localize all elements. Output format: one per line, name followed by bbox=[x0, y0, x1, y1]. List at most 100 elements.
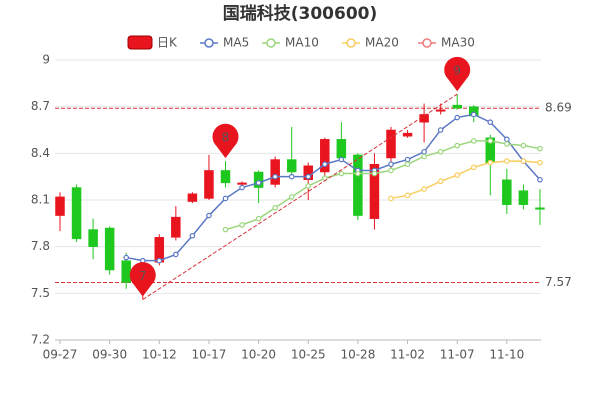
y-tick-label: 7.2 bbox=[31, 333, 50, 347]
ma-point bbox=[206, 212, 212, 219]
ma-point bbox=[388, 161, 394, 168]
candle-body bbox=[270, 159, 280, 185]
ma-point bbox=[504, 158, 510, 164]
ma-point bbox=[272, 173, 278, 180]
ma-point bbox=[421, 153, 427, 160]
candle-body bbox=[386, 129, 396, 159]
ma-point bbox=[156, 257, 163, 264]
candle-body bbox=[402, 132, 413, 137]
ma-point bbox=[470, 138, 477, 144]
candle-body bbox=[88, 229, 98, 247]
legend-label: MA5 bbox=[223, 36, 249, 50]
ma-point bbox=[537, 159, 543, 166]
reference-label: 8.69 bbox=[545, 101, 572, 115]
candle-body bbox=[55, 196, 65, 216]
ma-point bbox=[487, 138, 494, 144]
x-tick-label: 11-07 bbox=[440, 348, 475, 362]
ma-point bbox=[504, 141, 510, 147]
legend-marker bbox=[266, 38, 276, 48]
y-tick-label: 8.1 bbox=[31, 193, 50, 207]
x-tick-label: 11-10 bbox=[489, 348, 524, 362]
ma-point bbox=[470, 111, 477, 118]
ma-point bbox=[537, 145, 543, 152]
marker-pin bbox=[212, 123, 239, 159]
candle-body bbox=[187, 193, 198, 202]
ma-point bbox=[454, 114, 461, 121]
candle-body bbox=[71, 187, 82, 240]
candle-body bbox=[104, 227, 115, 271]
candle-body bbox=[171, 216, 181, 238]
ma-point bbox=[371, 170, 378, 177]
legend-swatch bbox=[127, 35, 153, 50]
candle-body bbox=[237, 182, 247, 185]
legend-label: MA20 bbox=[365, 36, 399, 50]
ma-point bbox=[123, 254, 130, 261]
ma-point bbox=[239, 222, 245, 228]
marker-label: 8 bbox=[222, 131, 230, 145]
ma-point bbox=[255, 180, 262, 186]
ma-point bbox=[504, 136, 510, 143]
candle-body bbox=[435, 109, 446, 112]
ma-line bbox=[126, 113, 541, 262]
y-tick-label: 8.7 bbox=[31, 99, 50, 113]
ma-point bbox=[272, 204, 278, 211]
legend-label: 日K bbox=[157, 36, 178, 50]
legend-label: MA10 bbox=[285, 36, 319, 50]
ma-point bbox=[487, 159, 494, 166]
y-tick-label: 7.5 bbox=[31, 286, 50, 300]
marker-label: 7 bbox=[139, 269, 147, 283]
x-tick-label: 09-27 bbox=[43, 348, 78, 362]
ma-point bbox=[437, 178, 444, 185]
candle-body bbox=[220, 170, 231, 184]
ma-point bbox=[388, 195, 394, 202]
ma-point bbox=[404, 192, 411, 199]
ma-point bbox=[388, 167, 394, 174]
ma-line bbox=[390, 160, 541, 200]
y-tick-label: 9 bbox=[42, 53, 50, 67]
candle-body bbox=[204, 170, 214, 199]
x-tick-label: 10-28 bbox=[340, 348, 375, 362]
candle-body bbox=[535, 207, 545, 210]
legend-marker bbox=[204, 38, 214, 48]
legend-label: MA30 bbox=[441, 36, 475, 50]
candle-body bbox=[502, 179, 512, 205]
ma-point bbox=[338, 170, 345, 177]
ma-point bbox=[487, 119, 494, 126]
ma-point bbox=[520, 158, 527, 164]
reference-label: 7.57 bbox=[545, 275, 572, 289]
y-tick-label: 8.4 bbox=[31, 146, 50, 160]
ma-point bbox=[288, 194, 295, 200]
candle-body bbox=[353, 154, 363, 216]
candle-body bbox=[121, 260, 131, 283]
candle-body bbox=[336, 139, 347, 159]
candle-body bbox=[320, 139, 330, 173]
ma-point bbox=[288, 173, 295, 180]
x-tick-label: 11-02 bbox=[390, 348, 425, 362]
ma-point bbox=[537, 176, 543, 183]
ma-point bbox=[255, 215, 262, 222]
ma-point bbox=[437, 148, 444, 155]
legend-marker bbox=[346, 38, 356, 48]
ma-point bbox=[404, 156, 411, 163]
x-tick-label: 10-20 bbox=[241, 348, 276, 362]
legend-marker bbox=[422, 38, 432, 48]
ma-point bbox=[222, 226, 229, 233]
ma-point bbox=[470, 164, 477, 171]
ma-point bbox=[239, 184, 245, 191]
ma-point bbox=[173, 251, 179, 258]
candle-body bbox=[253, 171, 264, 188]
ma-point bbox=[520, 142, 527, 149]
marker-pin bbox=[444, 56, 471, 92]
ma-point bbox=[189, 232, 196, 239]
chart-title: 国瑞科技(300600) bbox=[223, 3, 378, 24]
candle-body bbox=[286, 159, 297, 173]
ma-point bbox=[437, 127, 444, 133]
x-tick-label: 10-12 bbox=[142, 348, 177, 362]
x-tick-label: 09-30 bbox=[92, 348, 127, 362]
candle-body bbox=[518, 190, 529, 205]
candle-body bbox=[452, 104, 462, 109]
ma-point bbox=[421, 148, 427, 155]
ma-point bbox=[421, 186, 427, 192]
ma-point bbox=[404, 161, 411, 168]
